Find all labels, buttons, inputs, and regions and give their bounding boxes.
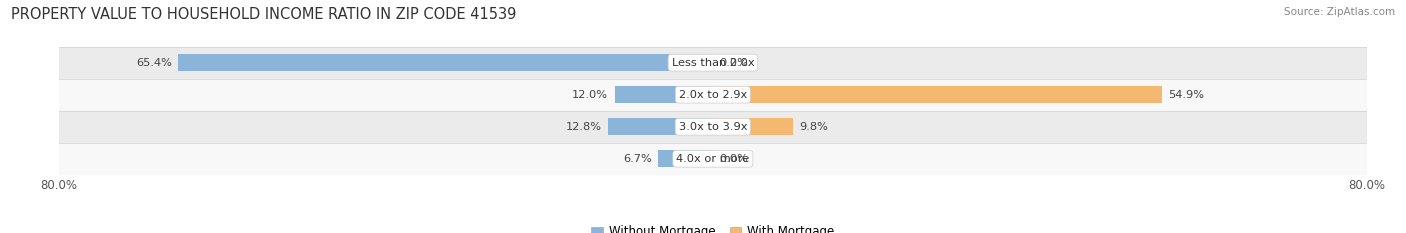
Legend: Without Mortgage, With Mortgage: Without Mortgage, With Mortgage bbox=[586, 221, 839, 233]
Text: 3.0x to 3.9x: 3.0x to 3.9x bbox=[679, 122, 747, 132]
Text: 6.7%: 6.7% bbox=[623, 154, 651, 164]
Bar bbox=[59, 111, 1367, 143]
Text: 0.0%: 0.0% bbox=[720, 154, 748, 164]
Bar bbox=[59, 143, 1367, 175]
Bar bbox=[658, 151, 713, 167]
Bar bbox=[609, 118, 713, 135]
Text: PROPERTY VALUE TO HOUSEHOLD INCOME RATIO IN ZIP CODE 41539: PROPERTY VALUE TO HOUSEHOLD INCOME RATIO… bbox=[11, 7, 516, 22]
Text: 9.8%: 9.8% bbox=[800, 122, 828, 132]
Bar bbox=[179, 54, 713, 71]
Text: 4.0x or more: 4.0x or more bbox=[676, 154, 749, 164]
Text: Less than 2.0x: Less than 2.0x bbox=[672, 58, 754, 68]
Text: 0.0%: 0.0% bbox=[720, 58, 748, 68]
Bar bbox=[713, 118, 793, 135]
Text: 54.9%: 54.9% bbox=[1168, 90, 1204, 100]
Bar bbox=[59, 79, 1367, 111]
Text: 12.8%: 12.8% bbox=[565, 122, 602, 132]
Bar bbox=[59, 47, 1367, 79]
Text: 2.0x to 2.9x: 2.0x to 2.9x bbox=[679, 90, 747, 100]
Text: Source: ZipAtlas.com: Source: ZipAtlas.com bbox=[1284, 7, 1395, 17]
Bar bbox=[713, 86, 1161, 103]
Text: 12.0%: 12.0% bbox=[572, 90, 609, 100]
Bar bbox=[614, 86, 713, 103]
Text: 65.4%: 65.4% bbox=[136, 58, 172, 68]
